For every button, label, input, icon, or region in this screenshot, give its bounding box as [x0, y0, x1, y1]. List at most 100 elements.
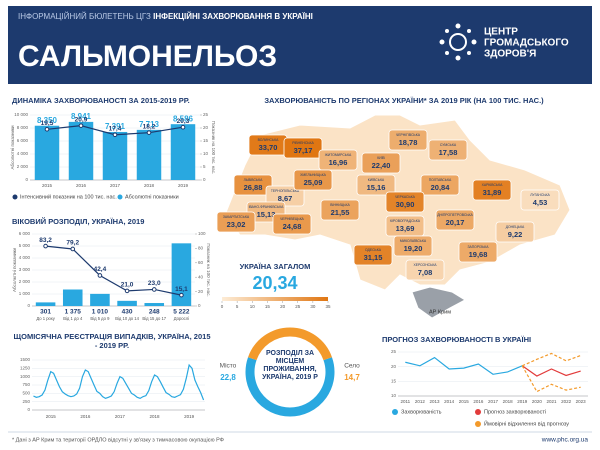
chart-title: ПРОГНОЗ ЗАХВОРЮВАНОСТІ В УКРАЇНІ: [382, 335, 531, 344]
region: [520, 189, 560, 211]
region-name: ВІННИЦЬКА: [330, 203, 350, 207]
region: [495, 221, 535, 243]
x-tick-label: Дорослі: [174, 316, 189, 321]
category-label: Місто: [220, 362, 237, 370]
color-scale: [222, 297, 328, 301]
x-tick-label: 2015: [46, 414, 57, 419]
y2-tick-label: 0: [198, 303, 201, 308]
region-value: 15,16: [367, 183, 386, 192]
region: [320, 199, 360, 221]
bar: [35, 302, 56, 306]
logo-text: ГРОМАДСЬКОГО: [484, 38, 569, 49]
point: [124, 288, 130, 294]
region-name: ЗАКАРПАТСЬКА: [223, 215, 250, 219]
bar-label: 8 350: [37, 116, 58, 125]
point-label: 42,4: [94, 266, 107, 273]
scale-label: 0: [221, 304, 224, 309]
y-tick-label: 750: [22, 382, 30, 387]
region-name: ОДЕСЬКА: [365, 248, 382, 252]
region-name: КИЇВ: [377, 156, 385, 160]
x-tick-label: 2011: [400, 399, 410, 404]
chart-title: ДИНАМІКА ЗАХВОРЮВАНОСТІ ЗА 2015-2019 РР.: [12, 96, 190, 105]
y2-tick-label: 100: [198, 231, 206, 236]
region-value: 9,22: [508, 230, 523, 239]
region: [435, 209, 475, 231]
bar: [144, 303, 165, 306]
legend-swatch: [475, 409, 481, 415]
footnote: * Дані з АР Крим та території ОРДЛО відс…: [12, 437, 224, 443]
region-value: 16,96: [329, 158, 348, 167]
region-value: 37,17: [294, 146, 313, 155]
page-title: САЛЬМОНЕЛЬОЗ: [18, 40, 277, 73]
legend-swatch: [12, 194, 18, 200]
y2-tick-label: 60: [198, 260, 204, 265]
y-tick-label: 6 000: [17, 138, 29, 143]
y2-tick-label: 80: [198, 246, 204, 251]
region: [216, 211, 256, 233]
region-name: ЛУГАНСЬКА: [530, 193, 550, 197]
bar: [90, 293, 110, 306]
point-label: 15,1: [175, 286, 188, 293]
point-label: 17,4: [109, 125, 122, 132]
region-value: 31,15: [364, 253, 383, 262]
region: [393, 235, 433, 257]
point: [44, 127, 50, 132]
bar: [170, 124, 196, 180]
bar-label: 1 010: [92, 309, 109, 316]
total-box: [232, 258, 318, 294]
region: [458, 241, 498, 263]
total-value: 20,34: [252, 273, 297, 293]
donut-slice: [245, 357, 335, 417]
map-title: ЗАХВОРЮВАНІСТЬ ПО РЕГІОНАХ УКРАЇНИ* ЗА 2…: [264, 96, 544, 105]
y-tick-label: 1250: [20, 366, 31, 371]
region: [385, 191, 425, 213]
region-name: ХМЕЛЬНИЦЬКА: [300, 173, 326, 177]
url: www.phc.org.ua: [541, 437, 589, 444]
region-value: 7,08: [418, 268, 433, 277]
region-name: ХЕРСОНСЬКА: [413, 263, 437, 267]
x-tick-label: 2021: [546, 399, 557, 404]
legend-label: Прогноз захворюваності: [484, 409, 546, 415]
region-name: ЗАПОРІЗЬКА: [467, 245, 489, 249]
point-label: 19,5: [41, 120, 54, 127]
x-tick-label: 2017: [488, 399, 499, 404]
x-tick-label: 2016: [76, 183, 87, 188]
region-name: ЧЕРКАСЬКА: [395, 195, 416, 199]
region-name: ХАРКІВСЬКА: [482, 183, 503, 187]
y2-tick-label: 10: [203, 151, 209, 156]
value-label: 22,8: [220, 373, 236, 382]
point: [180, 124, 186, 130]
region-value: 31,89: [483, 188, 502, 197]
bar: [171, 243, 192, 306]
bar-label: 5 222: [173, 309, 190, 316]
y-tick-label: 25: [391, 349, 397, 354]
region-name: ВОЛИНСЬКА: [258, 138, 280, 142]
point: [78, 123, 84, 128]
point: [43, 243, 48, 249]
x-tick-label: 2017: [115, 414, 126, 419]
donut-title: РОЗПОДІЛ ЗА МІСЦЕМ ПРОЖИВАННЯ, УКРАЇНА, …: [262, 350, 318, 381]
donut-slice: [248, 327, 332, 361]
x-tick-label: Від 5 до 9: [90, 316, 110, 321]
y2-tick-label: 25: [203, 112, 209, 117]
region-value: 18,78: [399, 138, 418, 147]
logo-text: ЦЕНТР: [484, 27, 518, 38]
x-tick-label: 2014: [444, 399, 455, 404]
line: [521, 352, 581, 367]
x-tick-label: 2016: [473, 399, 484, 404]
region-name: ЧЕРНІГІВСЬКА: [396, 133, 421, 137]
point-label: 79,2: [66, 240, 79, 247]
region-name: МИКОЛАЇВСЬКА: [400, 239, 427, 243]
crimea: [411, 286, 467, 319]
point-label: 20,3: [177, 118, 190, 125]
y2-axis-title: Показник на 100 тис. нас.: [206, 243, 211, 296]
line: [521, 365, 581, 377]
y-tick-label: 10: [391, 393, 397, 398]
region-value: 25,09: [304, 178, 323, 187]
y-tick-label: 1 000: [19, 291, 31, 296]
x-tick-label: 2018: [150, 414, 161, 419]
point: [112, 132, 118, 138]
region-value: 4,53: [533, 198, 548, 207]
point: [146, 130, 152, 135]
